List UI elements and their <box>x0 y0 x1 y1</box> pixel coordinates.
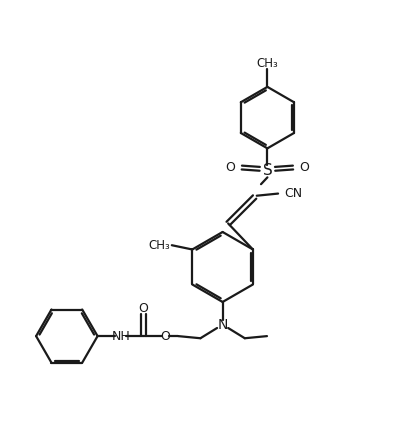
Text: O: O <box>225 161 235 174</box>
Text: O: O <box>299 161 309 174</box>
Text: N: N <box>217 319 228 332</box>
Text: NH: NH <box>112 330 130 343</box>
Text: CH₃: CH₃ <box>148 239 170 252</box>
Text: S: S <box>262 163 272 178</box>
Text: CH₃: CH₃ <box>256 57 278 70</box>
Text: O: O <box>160 330 170 343</box>
Text: O: O <box>138 302 148 315</box>
Text: CN: CN <box>284 187 303 200</box>
